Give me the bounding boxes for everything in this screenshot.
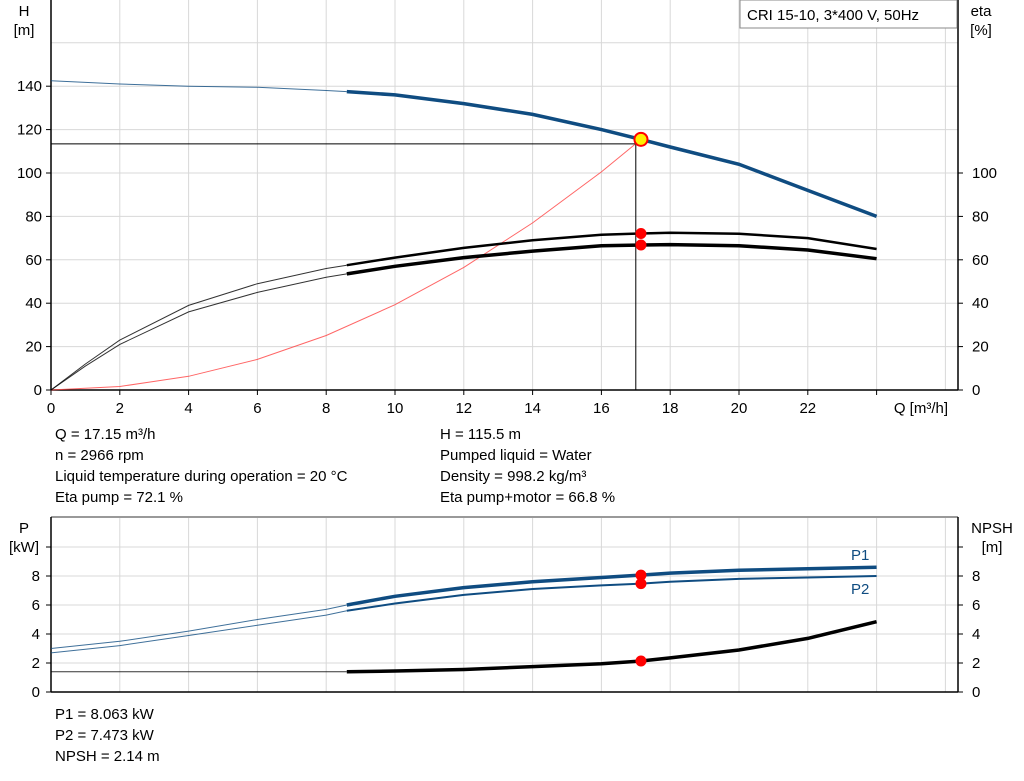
p2-point	[635, 578, 647, 590]
info-n: n = 2966 rpm	[55, 447, 144, 464]
operating-point	[633, 131, 649, 147]
info-p1: P1 = 8.063 kW	[55, 706, 154, 723]
info-h: H = 115.5 m	[440, 426, 522, 443]
y-tick-label-right: 60	[972, 252, 989, 269]
x-tick-label: 22	[799, 400, 816, 417]
pump-title: CRI 15-10, 3*400 V, 50Hz	[747, 7, 919, 24]
p2-curve	[346, 575, 877, 612]
npsh-point	[635, 655, 647, 667]
x-tick-label: 4	[184, 400, 192, 417]
y-tick-label-right: 2	[972, 655, 980, 672]
y-tick-label-right: 80	[972, 208, 989, 225]
y-tick-label-right: 0	[972, 382, 980, 399]
eta-axis-label: eta	[971, 3, 993, 20]
y-tick-label-left: 4	[32, 626, 40, 643]
y-tick-label-right: 8	[972, 568, 980, 585]
info-temp: Liquid temperature during operation = 20…	[55, 468, 348, 485]
p1-point	[635, 569, 647, 581]
info-right: H = 115.5 m Pumped liquid = Water Densit…	[440, 424, 615, 508]
y-tick-label-left: 8	[32, 568, 40, 585]
y-tick-label-left: 140	[17, 78, 42, 95]
npsh-curve	[346, 619, 878, 674]
y-tick-label-left: 40	[25, 295, 42, 312]
eta-axis-unit: [%]	[970, 22, 992, 39]
x-tick-label: 16	[593, 400, 610, 417]
q-axis-label: Q [m³/h]	[894, 400, 948, 417]
eta-pump-motor-point	[635, 239, 647, 251]
p1-label: P1	[851, 547, 869, 564]
x-tick-label: 6	[253, 400, 261, 417]
y-tick-label-right: 40	[972, 295, 989, 312]
y-tick-label-left: 6	[32, 597, 40, 614]
y-tick-label-left: 20	[25, 339, 42, 356]
info-density: Density = 998.2 kg/m³	[440, 468, 587, 485]
y-tick-label-right: 20	[972, 339, 989, 356]
x-tick-label: 18	[662, 400, 679, 417]
info-bottom: P1 = 8.063 kW P2 = 7.473 kW NPSH = 2.14 …	[55, 704, 160, 767]
legend-box	[739, 0, 958, 29]
p-axis-label: P	[19, 520, 29, 537]
system-curve-thin	[50, 139, 642, 391]
info-liquid: Pumped liquid = Water	[440, 447, 592, 464]
eta-pump-motor-curve	[346, 242, 877, 276]
x-tick-label: 12	[455, 400, 472, 417]
y-tick-label-left: 60	[25, 252, 42, 269]
p-axis-unit: [kW]	[9, 539, 39, 556]
info-npsh: NPSH = 2.14 m	[55, 748, 160, 765]
npsh-axis-unit: [m]	[982, 539, 1003, 556]
p2-curve-thin	[50, 610, 347, 654]
y-tick-label-left: 80	[25, 208, 42, 225]
eta-pump-curve-thin	[50, 264, 347, 391]
y-tick-label-left: 0	[32, 684, 40, 701]
x-tick-label: 14	[524, 400, 541, 417]
x-tick-label: 0	[47, 400, 55, 417]
info-left: Q = 17.15 m³/h n = 2966 rpm Liquid tempe…	[55, 424, 347, 508]
x-tick-label: 10	[387, 400, 404, 417]
npsh-axis-label: NPSH	[971, 520, 1013, 537]
y-tick-label-left: 2	[32, 655, 40, 672]
y-tick-label-right: 100	[972, 165, 997, 182]
info-q: Q = 17.15 m³/h	[55, 426, 156, 443]
y-tick-label-left: 120	[17, 122, 42, 139]
head-curve-thin	[50, 80, 347, 93]
y-tick-label-left: 100	[17, 165, 42, 182]
h-axis-label: H	[19, 3, 30, 20]
eta-pump-point	[635, 228, 647, 240]
x-tick-label: 8	[322, 400, 330, 417]
info-eta-pump-motor: Eta pump+motor = 66.8 %	[440, 489, 616, 506]
info-p2: P2 = 7.473 kW	[55, 727, 154, 744]
x-tick-label: 2	[116, 400, 124, 417]
h-axis-unit: [m]	[14, 22, 35, 39]
head-curve	[346, 89, 878, 219]
eta-pump-curve	[346, 231, 877, 267]
y-tick-label-right: 4	[972, 626, 980, 643]
y-tick-label-right: 6	[972, 597, 980, 614]
y-tick-label-right: 0	[972, 684, 980, 701]
p2-label: P2	[851, 581, 869, 598]
info-eta-pump: Eta pump = 72.1 %	[55, 489, 183, 506]
eta-pump-motor-curve-thin	[50, 273, 347, 391]
y-tick-label-left: 0	[34, 382, 42, 399]
x-tick-label: 20	[731, 400, 748, 417]
p1-curve	[346, 565, 877, 607]
p1-curve-thin	[50, 604, 347, 649]
